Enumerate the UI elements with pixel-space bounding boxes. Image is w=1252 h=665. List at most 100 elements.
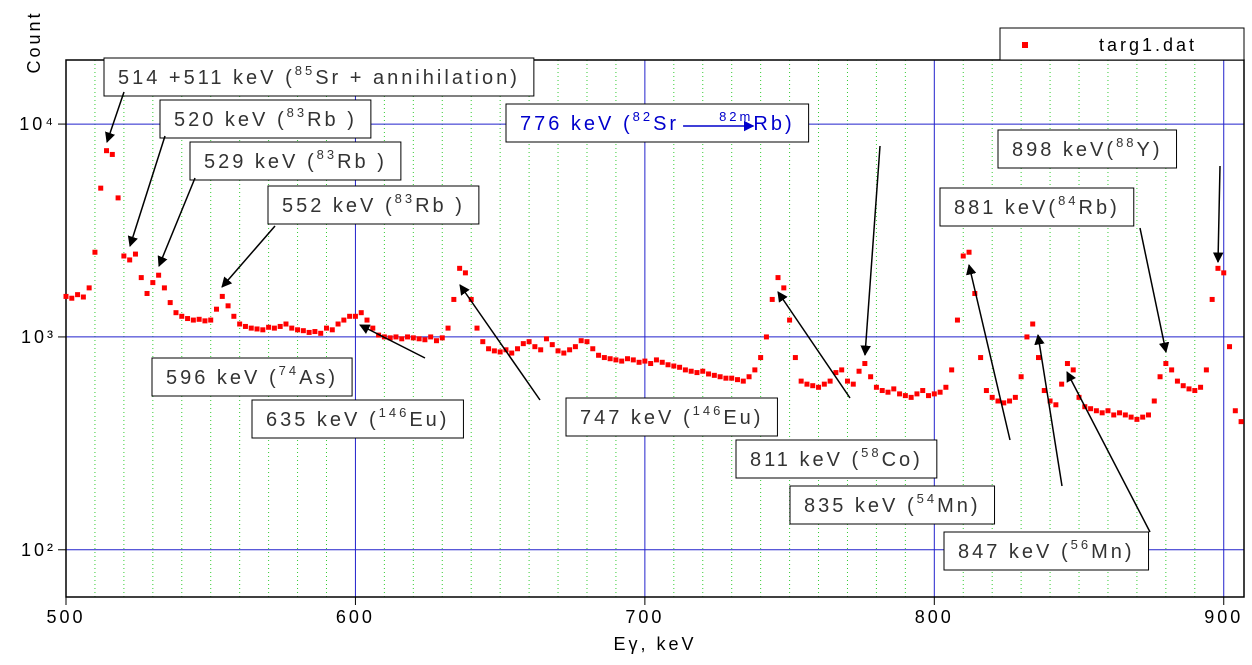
annotation-part: 811 keV ( [750,449,861,471]
data-point [451,296,457,302]
annotation-text: 811 keV (58Co) [750,445,923,471]
annotation-arrow [157,177,196,267]
data-point [237,321,243,327]
data-point [92,249,98,255]
annotation-box [789,485,996,525]
data-point [144,290,150,296]
data-point [208,317,214,323]
annotation-arrow [127,135,166,248]
x-tick-label: 900 [1204,607,1243,627]
data-point [347,313,353,319]
data-point [891,386,897,392]
data-point [879,388,885,394]
annotation-part: 56 [1071,537,1091,552]
annotation-part: 88 [1116,135,1136,150]
data-point [700,368,706,374]
data-point [329,327,335,333]
annotation-box [189,141,402,181]
data-point [584,339,590,345]
annotation-part: Mn) [1091,541,1134,563]
data-point [393,334,399,340]
annotation-part: 747 keV ( [580,407,693,429]
data-point [416,336,422,342]
annotation-arrow [359,324,426,359]
data-point [798,378,804,384]
annotation-part: Rb ) [415,195,465,217]
data-point [445,325,451,331]
data-point [954,317,960,323]
data-point [491,348,497,354]
data-point [1198,384,1204,390]
data-point [509,350,515,356]
data-point [520,341,526,347]
y-tick-label: 10⁴ [19,114,56,134]
data-point [567,347,573,353]
data-point [538,347,544,353]
annotation-box [735,439,938,479]
data-point [260,327,266,333]
data-point [323,325,329,331]
data-point [248,325,254,331]
annotation-box [151,357,353,397]
annotation-text: 835 keV (54Mn) [804,491,981,517]
annotation-arrow [860,145,881,357]
annotation: 514 +511 keV (85Sr + annihilation) [103,57,535,97]
data-point [225,303,231,309]
annotation-box [565,397,778,437]
annotation-part: 146 [379,405,410,420]
data-point [497,349,503,355]
data-point [63,293,69,299]
data-point [694,370,700,376]
annotation-part: 520 keV ( [174,109,287,131]
legend-marker [1022,42,1028,48]
data-point [931,391,937,397]
data-point [242,323,248,329]
annotation-arrow [221,225,276,288]
data-point [1192,388,1198,394]
data-point [69,295,75,301]
data-point [596,352,602,358]
annotation-part: 83 [317,147,337,162]
annotation-arrow [1139,227,1170,354]
data-point [1024,334,1030,340]
annotation-box [251,399,464,439]
annotation-part: 54 [917,491,937,506]
annotation-part: 84 [1058,193,1078,208]
annotation-text: 520 keV (83Rb ) [174,105,357,131]
data-point [856,368,862,374]
data-point [978,355,984,361]
data-point [370,325,376,331]
data-point [578,338,584,344]
data-point [810,383,816,389]
data-point [1059,381,1065,387]
data-point [387,335,393,341]
data-point [1041,388,1047,394]
data-point [202,318,208,324]
annotation-part: 847 keV ( [958,541,1071,563]
data-point [1215,265,1221,271]
data-point [283,321,289,327]
data-point [173,310,179,316]
data-point [711,372,717,378]
data-point [908,394,914,400]
annotation-text: 898 keV(88Y) [1012,135,1163,161]
data-point [1238,419,1244,425]
data-point [179,313,185,319]
data-point [1180,383,1186,389]
data-point [920,388,926,394]
data-point [1157,374,1163,380]
annotation-box [267,185,480,225]
data-point [1134,416,1140,422]
data-point [625,356,631,362]
annotation-part: 85 [295,63,315,78]
data-point [821,381,827,387]
annotation-box [159,99,372,139]
data-point [816,384,822,390]
data-point [561,350,567,356]
annotation-part: Y) [1137,139,1163,161]
data-point [630,357,636,363]
annotation: 898 keV(88Y) [997,129,1178,169]
data-point [549,342,555,348]
annotation: 881 keV(84Rb) [939,187,1135,227]
x-tick-label: 600 [336,607,375,627]
